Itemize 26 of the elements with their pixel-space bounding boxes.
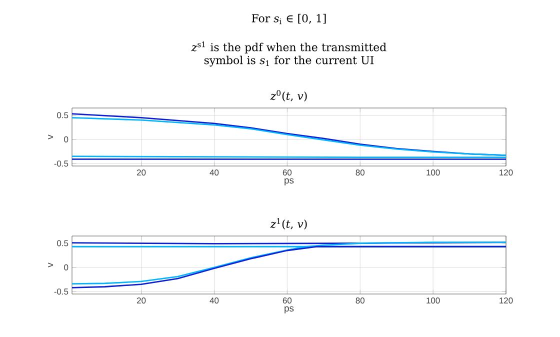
y-tick-label: -0.5 [54, 288, 68, 295]
x-tick-label: 100 [426, 298, 440, 304]
chart-title: z$^{1}$(t, v) [270, 218, 307, 230]
x-tick-label: 60 [282, 170, 292, 176]
x-tick-label: 120 [500, 170, 513, 176]
x-tick-label: 40 [210, 170, 219, 176]
y-tick-label: 0 [64, 136, 68, 142]
y-tick-label: 0 [64, 264, 68, 270]
x-axis-title: ps [284, 178, 294, 186]
y-axis-title: v [48, 262, 54, 268]
x-tick-label: 80 [356, 298, 364, 304]
y-tick-label: 0.5 [57, 240, 68, 246]
x-tick-label: 20 [137, 170, 146, 176]
x-tick-label: 40 [210, 298, 219, 304]
y-tick-label: 0.5 [57, 112, 68, 118]
text: For s$_{i}$ ∈ [0, 1] [252, 14, 326, 24]
x-tick-label: 100 [426, 170, 440, 176]
x-axis-title: ps [284, 306, 294, 314]
x-tick-label: 120 [500, 298, 513, 304]
text: z$^{s1}$ is the pdf when the transmitted symbol is s$_{1}$ for the current UI [191, 41, 386, 67]
x-tick-label: 60 [282, 298, 292, 304]
chart-title: z$^{0}$(t, v) [270, 90, 307, 102]
x-tick-label: 20 [137, 298, 146, 304]
y-axis-title: v [48, 134, 54, 140]
x-tick-label: 80 [356, 170, 364, 176]
y-tick-label: -0.5 [54, 160, 68, 167]
